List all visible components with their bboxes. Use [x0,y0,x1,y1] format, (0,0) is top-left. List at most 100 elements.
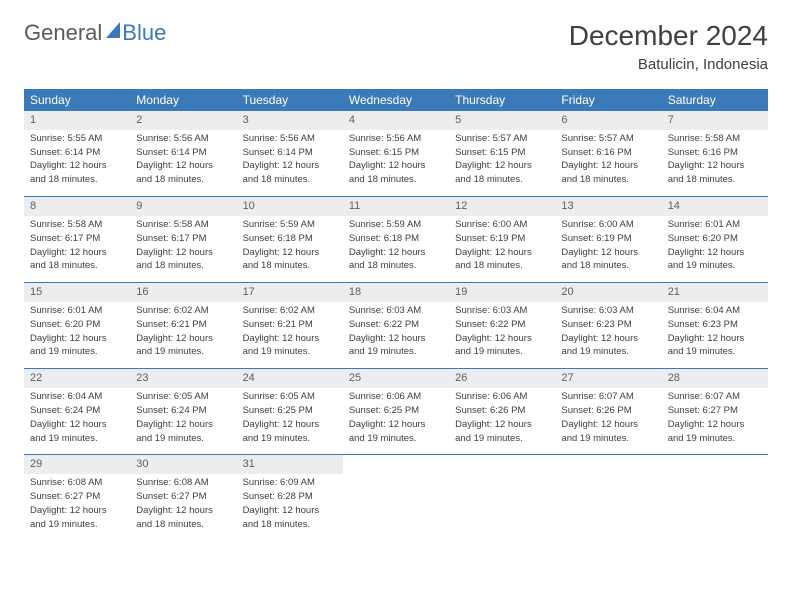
daylight-line1: Daylight: 12 hours [243,505,337,518]
sunset-text: Sunset: 6:26 PM [455,405,549,418]
sunrise-text: Sunrise: 6:01 AM [30,305,124,318]
day-number: 17 [237,283,343,302]
day-content: Sunrise: 6:06 AMSunset: 6:25 PMDaylight:… [343,388,449,454]
sunset-text: Sunset: 6:18 PM [349,233,443,246]
daylight-line1: Daylight: 12 hours [561,160,655,173]
daylight-line2: and 18 minutes. [136,519,230,532]
sunrise-text: Sunrise: 6:08 AM [30,477,124,490]
day-number: 25 [343,369,449,388]
day-number: 12 [449,197,555,216]
calendar-day-cell: 7Sunrise: 5:58 AMSunset: 6:16 PMDaylight… [662,111,768,197]
calendar-day-cell: . [343,455,449,541]
sunrise-text: Sunrise: 5:55 AM [30,133,124,146]
daylight-line2: and 18 minutes. [668,174,762,187]
day-content: Sunrise: 6:01 AMSunset: 6:20 PMDaylight:… [24,302,130,368]
daylight-line1: Daylight: 12 hours [30,160,124,173]
calendar-day-cell: . [662,455,768,541]
daylight-line1: Daylight: 12 hours [243,160,337,173]
sunrise-text: Sunrise: 6:04 AM [668,305,762,318]
day-content: Sunrise: 5:55 AMSunset: 6:14 PMDaylight:… [24,130,130,196]
day-number: 15 [24,283,130,302]
calendar-day-cell: 8Sunrise: 5:58 AMSunset: 6:17 PMDaylight… [24,197,130,283]
daylight-line1: Daylight: 12 hours [243,419,337,432]
weekday-header: Tuesday [237,89,343,111]
daylight-line2: and 18 minutes. [561,260,655,273]
day-content: Sunrise: 6:05 AMSunset: 6:24 PMDaylight:… [130,388,236,454]
sunset-text: Sunset: 6:24 PM [30,405,124,418]
day-number: 7 [662,111,768,130]
calendar-day-cell: 30Sunrise: 6:08 AMSunset: 6:27 PMDayligh… [130,455,236,541]
daylight-line1: Daylight: 12 hours [243,247,337,260]
calendar-day-cell: 31Sunrise: 6:09 AMSunset: 6:28 PMDayligh… [237,455,343,541]
day-content: Sunrise: 6:08 AMSunset: 6:27 PMDaylight:… [130,474,236,540]
calendar-week-row: 1Sunrise: 5:55 AMSunset: 6:14 PMDaylight… [24,111,768,197]
daylight-line1: Daylight: 12 hours [455,160,549,173]
calendar-day-cell: 26Sunrise: 6:06 AMSunset: 6:26 PMDayligh… [449,369,555,455]
day-content: Sunrise: 5:57 AMSunset: 6:15 PMDaylight:… [449,130,555,196]
daylight-line2: and 18 minutes. [561,174,655,187]
sunrise-text: Sunrise: 6:06 AM [455,391,549,404]
day-content: Sunrise: 5:59 AMSunset: 6:18 PMDaylight:… [237,216,343,282]
daylight-line2: and 18 minutes. [30,260,124,273]
calendar-day-cell: 4Sunrise: 5:56 AMSunset: 6:15 PMDaylight… [343,111,449,197]
calendar-day-cell: 27Sunrise: 6:07 AMSunset: 6:26 PMDayligh… [555,369,661,455]
daylight-line2: and 19 minutes. [455,346,549,359]
day-content: Sunrise: 6:07 AMSunset: 6:26 PMDaylight:… [555,388,661,454]
calendar-day-cell: 22Sunrise: 6:04 AMSunset: 6:24 PMDayligh… [24,369,130,455]
day-number: 18 [343,283,449,302]
day-content: Sunrise: 5:59 AMSunset: 6:18 PMDaylight:… [343,216,449,282]
daylight-line1: Daylight: 12 hours [349,160,443,173]
weekday-header: Friday [555,89,661,111]
location-subtitle: Batulicin, Indonesia [569,56,768,73]
day-content: Sunrise: 6:00 AMSunset: 6:19 PMDaylight:… [555,216,661,282]
weekday-header: Wednesday [343,89,449,111]
calendar-day-cell: 2Sunrise: 5:56 AMSunset: 6:14 PMDaylight… [130,111,236,197]
sunrise-text: Sunrise: 6:02 AM [243,305,337,318]
calendar-week-row: 8Sunrise: 5:58 AMSunset: 6:17 PMDaylight… [24,197,768,283]
day-content: Sunrise: 6:06 AMSunset: 6:26 PMDaylight:… [449,388,555,454]
daylight-line1: Daylight: 12 hours [349,247,443,260]
day-number: 20 [555,283,661,302]
day-content: Sunrise: 6:09 AMSunset: 6:28 PMDaylight:… [237,474,343,540]
day-number: 27 [555,369,661,388]
sunrise-text: Sunrise: 6:07 AM [561,391,655,404]
sunset-text: Sunset: 6:23 PM [668,319,762,332]
daylight-line1: Daylight: 12 hours [668,160,762,173]
sunrise-text: Sunrise: 6:08 AM [136,477,230,490]
logo: General Blue [24,20,166,46]
title-block: December 2024 Batulicin, Indonesia [569,20,768,73]
sunrise-text: Sunrise: 5:58 AM [136,219,230,232]
daylight-line1: Daylight: 12 hours [668,247,762,260]
sunset-text: Sunset: 6:14 PM [243,147,337,160]
daylight-line2: and 19 minutes. [136,433,230,446]
calendar-day-cell: 21Sunrise: 6:04 AMSunset: 6:23 PMDayligh… [662,283,768,369]
weekday-header: Saturday [662,89,768,111]
sunset-text: Sunset: 6:27 PM [30,491,124,504]
day-content: Sunrise: 6:03 AMSunset: 6:22 PMDaylight:… [343,302,449,368]
day-content: Sunrise: 5:56 AMSunset: 6:15 PMDaylight:… [343,130,449,196]
sunrise-text: Sunrise: 6:07 AM [668,391,762,404]
day-number: 13 [555,197,661,216]
calendar-day-cell: 25Sunrise: 6:06 AMSunset: 6:25 PMDayligh… [343,369,449,455]
calendar-day-cell: 1Sunrise: 5:55 AMSunset: 6:14 PMDaylight… [24,111,130,197]
daylight-line2: and 18 minutes. [455,260,549,273]
day-number: 31 [237,455,343,474]
daylight-line2: and 19 minutes. [668,433,762,446]
sunrise-text: Sunrise: 6:02 AM [136,305,230,318]
day-content: Sunrise: 6:01 AMSunset: 6:20 PMDaylight:… [662,216,768,282]
day-number: 28 [662,369,768,388]
day-number: 6 [555,111,661,130]
sunset-text: Sunset: 6:16 PM [561,147,655,160]
calendar-day-cell: . [449,455,555,541]
sunrise-text: Sunrise: 6:04 AM [30,391,124,404]
calendar-body: 1Sunrise: 5:55 AMSunset: 6:14 PMDaylight… [24,111,768,540]
sunset-text: Sunset: 6:24 PM [136,405,230,418]
calendar-day-cell: 13Sunrise: 6:00 AMSunset: 6:19 PMDayligh… [555,197,661,283]
daylight-line2: and 18 minutes. [349,174,443,187]
sunrise-text: Sunrise: 6:03 AM [455,305,549,318]
calendar-day-cell: 24Sunrise: 6:05 AMSunset: 6:25 PMDayligh… [237,369,343,455]
day-content: Sunrise: 6:02 AMSunset: 6:21 PMDaylight:… [237,302,343,368]
day-content: Sunrise: 5:58 AMSunset: 6:17 PMDaylight:… [24,216,130,282]
calendar-day-cell: 28Sunrise: 6:07 AMSunset: 6:27 PMDayligh… [662,369,768,455]
day-content: Sunrise: 6:02 AMSunset: 6:21 PMDaylight:… [130,302,236,368]
